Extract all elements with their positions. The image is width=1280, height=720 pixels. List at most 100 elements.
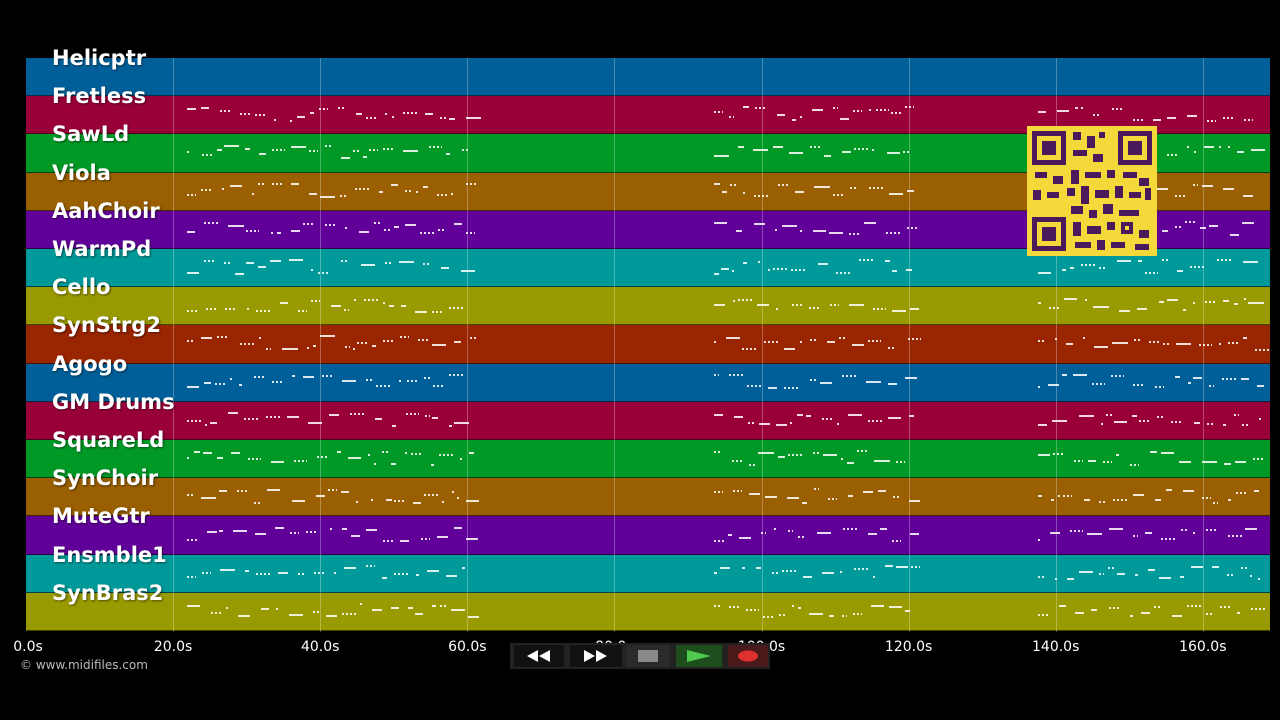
midi-note xyxy=(842,614,847,617)
midi-note xyxy=(1242,261,1258,263)
midi-note xyxy=(1059,605,1067,608)
midi-note xyxy=(454,223,463,226)
midi-note xyxy=(288,614,304,617)
midi-note xyxy=(789,421,792,424)
midi-note xyxy=(415,310,428,313)
midi-note xyxy=(417,339,430,342)
midi-note xyxy=(298,573,305,576)
track-lane[interactable] xyxy=(26,478,1270,517)
midi-note xyxy=(1201,497,1211,500)
midi-note xyxy=(1144,272,1159,275)
midi-note xyxy=(256,572,271,575)
midi-note xyxy=(885,232,901,235)
midi-note xyxy=(202,571,212,574)
stop-button[interactable] xyxy=(626,645,670,667)
midi-note xyxy=(892,539,902,542)
play-button[interactable] xyxy=(676,645,722,667)
track-lane[interactable] xyxy=(26,58,1270,97)
midi-note xyxy=(344,566,356,569)
midi-note xyxy=(246,262,255,265)
midi-note xyxy=(772,268,788,271)
midi-note xyxy=(200,496,217,499)
midi-note xyxy=(289,259,303,262)
midi-note xyxy=(1078,414,1094,417)
midi-note xyxy=(386,499,392,502)
track-lane[interactable] xyxy=(26,516,1270,555)
time-tick-label: 20.0s xyxy=(153,639,193,655)
midi-note xyxy=(257,266,267,269)
midi-note xyxy=(730,183,736,186)
midi-note xyxy=(773,146,784,149)
track-lane[interactable] xyxy=(26,592,1270,631)
midi-note xyxy=(1241,566,1248,569)
midi-note xyxy=(431,310,443,313)
track-name: SynStrg2 xyxy=(52,313,161,338)
midi-note xyxy=(291,145,306,148)
midi-note xyxy=(339,195,346,198)
track-lane[interactable] xyxy=(26,363,1270,402)
midi-note xyxy=(425,112,434,115)
midi-note xyxy=(908,337,922,340)
midi-note xyxy=(399,539,409,542)
midi-note xyxy=(204,222,220,225)
midi-note xyxy=(1222,423,1227,426)
midi-note xyxy=(297,115,306,118)
midi-note xyxy=(823,154,832,157)
midi-note xyxy=(1183,490,1195,493)
midi-note xyxy=(1083,499,1091,502)
midi-note xyxy=(776,114,786,117)
midi-note xyxy=(187,150,191,153)
midi-note xyxy=(382,451,388,454)
track-lane[interactable] xyxy=(26,325,1270,364)
midi-note xyxy=(1190,565,1203,568)
midi-note xyxy=(800,340,804,343)
midi-note xyxy=(453,526,463,529)
midi-note xyxy=(1092,382,1105,385)
midi-note xyxy=(1170,421,1183,424)
midi-note xyxy=(795,190,805,193)
midi-note xyxy=(828,498,838,501)
track-name: Cello xyxy=(52,275,111,300)
midi-note xyxy=(219,489,228,492)
midi-note xyxy=(280,302,288,305)
midi-note xyxy=(315,495,325,498)
midi-note xyxy=(838,337,846,339)
midi-note xyxy=(187,420,202,423)
midi-note xyxy=(187,575,196,578)
midi-note xyxy=(399,380,404,383)
track-lane[interactable] xyxy=(26,287,1270,326)
midi-note xyxy=(1049,532,1061,535)
track-name: AahChoir xyxy=(52,198,160,223)
midi-note xyxy=(1050,498,1055,501)
midi-note xyxy=(1078,570,1094,573)
midi-note xyxy=(808,307,819,310)
piano-roll[interactable] xyxy=(26,58,1271,632)
midi-note xyxy=(467,616,480,619)
track-lane[interactable] xyxy=(26,554,1270,593)
midi-note xyxy=(1243,297,1247,300)
midi-note xyxy=(1070,530,1084,533)
midi-note xyxy=(1073,374,1087,377)
midi-note xyxy=(1221,378,1237,381)
rewind-button[interactable] xyxy=(514,645,564,667)
midi-note xyxy=(215,382,225,385)
midi-note xyxy=(406,413,420,416)
track-lane[interactable] xyxy=(26,440,1270,479)
midi-note xyxy=(805,415,811,418)
midi-note xyxy=(271,183,285,185)
midi-note xyxy=(1081,264,1096,267)
midi-note xyxy=(1206,423,1214,426)
midi-note xyxy=(760,531,767,534)
midi-note xyxy=(372,608,382,611)
midi-note xyxy=(378,190,384,193)
midi-note xyxy=(787,530,794,533)
midi-note xyxy=(1052,420,1068,423)
midi-note xyxy=(466,232,476,235)
midi-note xyxy=(257,182,266,185)
fast-forward-button[interactable] xyxy=(570,645,622,667)
midi-note xyxy=(1224,463,1231,466)
midi-note xyxy=(776,308,781,311)
midi-note xyxy=(291,182,300,185)
record-button[interactable] xyxy=(728,645,768,667)
midi-note xyxy=(1075,611,1084,614)
